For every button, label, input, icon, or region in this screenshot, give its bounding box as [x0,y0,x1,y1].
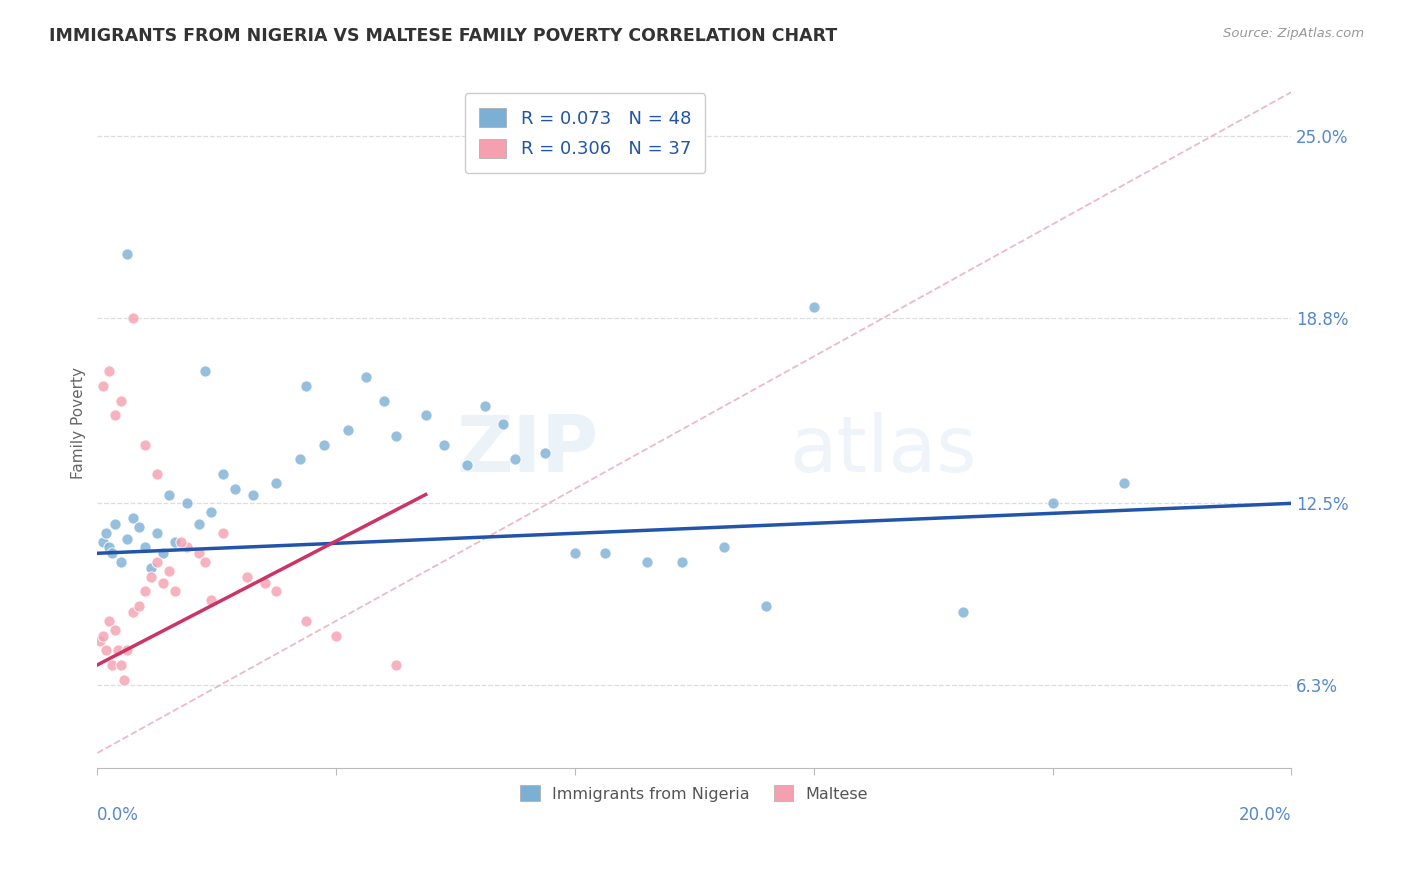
Point [1114,475,1136,490]
Point [337,423,360,437]
Point [96,643,118,657]
Point [163,584,186,599]
Point [101,657,124,672]
Point [295,379,318,393]
Point [157,564,180,578]
Point [128,599,150,614]
Point [104,409,127,423]
Point [224,482,246,496]
Point [91,379,114,393]
Point [200,593,222,607]
Point [211,525,233,540]
Point [564,546,586,560]
Point [139,570,162,584]
Point [211,467,233,481]
Text: ZIP: ZIP [457,412,599,488]
Point [187,546,209,560]
Point [1042,496,1064,510]
Point [194,364,217,378]
Point [636,555,658,569]
Point [170,534,193,549]
Point [314,437,336,451]
Point [96,525,118,540]
Point [146,467,169,481]
Point [122,605,145,619]
Point [134,437,156,451]
Point [325,628,347,642]
Point [89,634,111,648]
Point [128,520,150,534]
Point [176,496,198,510]
Point [98,541,121,555]
Point [295,614,318,628]
Point [713,541,735,555]
Point [115,532,138,546]
Point [91,534,114,549]
Legend: Immigrants from Nigeria, Maltese: Immigrants from Nigeria, Maltese [515,779,875,808]
Point [503,452,526,467]
Point [157,487,180,501]
Point [134,584,156,599]
Point [803,300,825,314]
Point [456,458,478,472]
Point [373,393,395,408]
Point [139,561,162,575]
Point [385,429,408,443]
Point [266,475,288,490]
Point [235,570,257,584]
Point [354,370,377,384]
Point [474,400,496,414]
Text: Source: ZipAtlas.com: Source: ZipAtlas.com [1223,27,1364,40]
Point [110,657,132,672]
Text: 0.0%: 0.0% [97,805,139,823]
Point [200,505,222,519]
Point [253,575,276,590]
Point [104,516,127,531]
Point [433,437,456,451]
Point [152,546,174,560]
Point [415,409,437,423]
Point [115,246,138,260]
Point [107,643,129,657]
Point [952,605,974,619]
Point [112,673,135,687]
Point [98,614,121,628]
Point [194,555,217,569]
Point [385,657,408,672]
Text: IMMIGRANTS FROM NIGERIA VS MALTESE FAMILY POVERTY CORRELATION CHART: IMMIGRANTS FROM NIGERIA VS MALTESE FAMIL… [49,27,838,45]
Y-axis label: Family Poverty: Family Poverty [72,367,86,479]
Point [163,534,186,549]
Point [91,628,114,642]
Point [593,546,616,560]
Point [98,364,121,378]
Point [671,555,693,569]
Point [146,525,169,540]
Point [122,511,145,525]
Text: 20.0%: 20.0% [1239,805,1291,823]
Point [152,575,174,590]
Point [176,541,198,555]
Point [110,555,132,569]
Point [101,546,124,560]
Point [146,555,169,569]
Point [115,643,138,657]
Point [104,623,127,637]
Point [122,311,145,326]
Text: atlas: atlas [790,412,977,488]
Point [110,393,132,408]
Point [492,417,515,431]
Point [290,452,312,467]
Point [242,487,264,501]
Point [266,584,288,599]
Point [187,516,209,531]
Point [534,446,557,460]
Point [134,541,156,555]
Point [755,599,778,614]
